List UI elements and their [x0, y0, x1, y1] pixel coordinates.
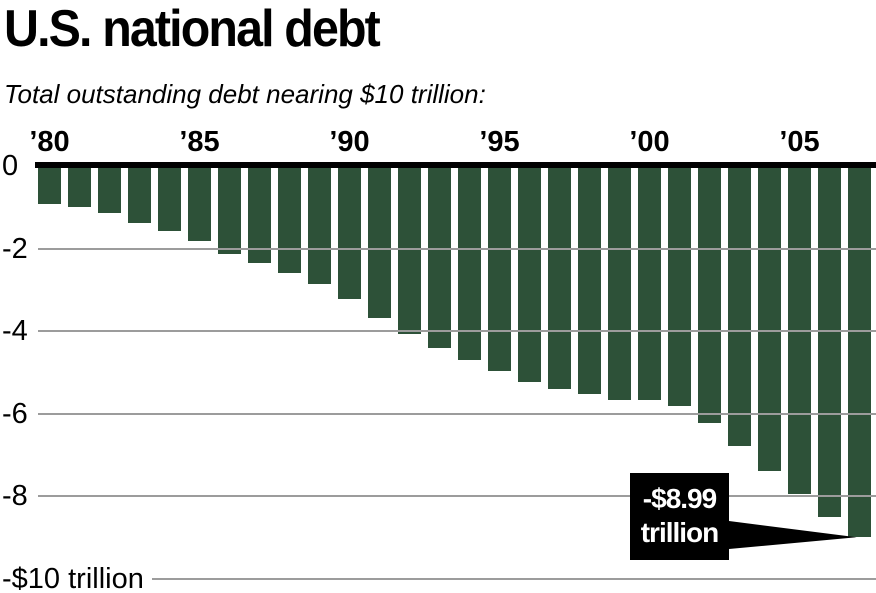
gridline--8 — [38, 495, 876, 498]
bar-2004 — [758, 166, 781, 471]
bar-1990 — [338, 166, 361, 300]
bar-2001 — [668, 166, 691, 406]
x-tick-label-2000: ’00 — [629, 126, 670, 158]
bar-2006 — [818, 166, 841, 518]
bar-1993 — [428, 166, 451, 349]
bar-1985 — [188, 166, 211, 242]
x-tick-label-1985: ’85 — [179, 126, 220, 158]
bar-1994 — [458, 166, 481, 360]
bar-2002 — [698, 166, 721, 424]
annotation-unit: trillion — [640, 517, 720, 548]
bar-1987 — [248, 166, 271, 264]
y-tick-label--6: -6 — [2, 397, 28, 430]
bar-1980 — [38, 166, 61, 204]
bar-1992 — [398, 166, 421, 334]
y-tick-label--10: -$10 trillion — [2, 563, 144, 593]
bar-2000 — [638, 166, 661, 401]
x-tick-label-2005: ’05 — [779, 126, 820, 158]
bar-1996 — [518, 166, 541, 382]
bar-2003 — [728, 166, 751, 446]
bar-1986 — [218, 166, 241, 254]
bar-1991 — [368, 166, 391, 318]
bar-1988 — [278, 166, 301, 274]
y-tick-label--4: -4 — [2, 315, 28, 348]
gridline--2 — [38, 247, 876, 250]
chart-subtitle: Total outstanding debt nearing $10 trill… — [4, 79, 486, 109]
bar-1982 — [98, 166, 121, 214]
x-tick-label-1990: ’90 — [329, 126, 370, 158]
annotation-callout: -$8.99 trillion — [630, 473, 729, 560]
y-tick-label--8: -8 — [2, 480, 28, 513]
gridline--4 — [38, 330, 876, 333]
annotation-value: -$8.99 — [642, 483, 717, 514]
gridline--10 — [152, 578, 876, 580]
bar-2007 — [848, 166, 871, 538]
x-tick-label-1995: ’95 — [479, 126, 520, 158]
bar-1984 — [158, 166, 181, 231]
bar-1998 — [578, 166, 601, 395]
bar-1999 — [608, 166, 631, 400]
bar-1989 — [308, 166, 331, 285]
y-tick-label-0: 0 — [2, 150, 19, 182]
zero-baseline — [35, 162, 876, 168]
chart-title: U.S. national debt — [4, 0, 381, 58]
bar-1995 — [488, 166, 511, 372]
x-tick-label-1980: ’80 — [29, 126, 70, 158]
gridline--6 — [38, 412, 876, 415]
y-tick-label--2: -2 — [2, 232, 28, 265]
bar-1981 — [68, 166, 91, 208]
bar-1983 — [128, 166, 151, 223]
bar-1997 — [548, 166, 571, 390]
